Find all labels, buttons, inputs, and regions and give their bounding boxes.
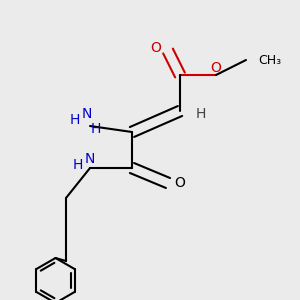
Text: O: O — [211, 61, 221, 74]
Text: N: N — [85, 152, 95, 166]
Text: H: H — [73, 158, 83, 172]
Text: H: H — [70, 113, 80, 127]
Text: N: N — [82, 107, 92, 121]
Text: H: H — [196, 107, 206, 121]
Text: CH₃: CH₃ — [258, 53, 281, 67]
Text: O: O — [175, 176, 185, 190]
Text: O: O — [151, 41, 161, 55]
Text: H: H — [91, 122, 101, 136]
